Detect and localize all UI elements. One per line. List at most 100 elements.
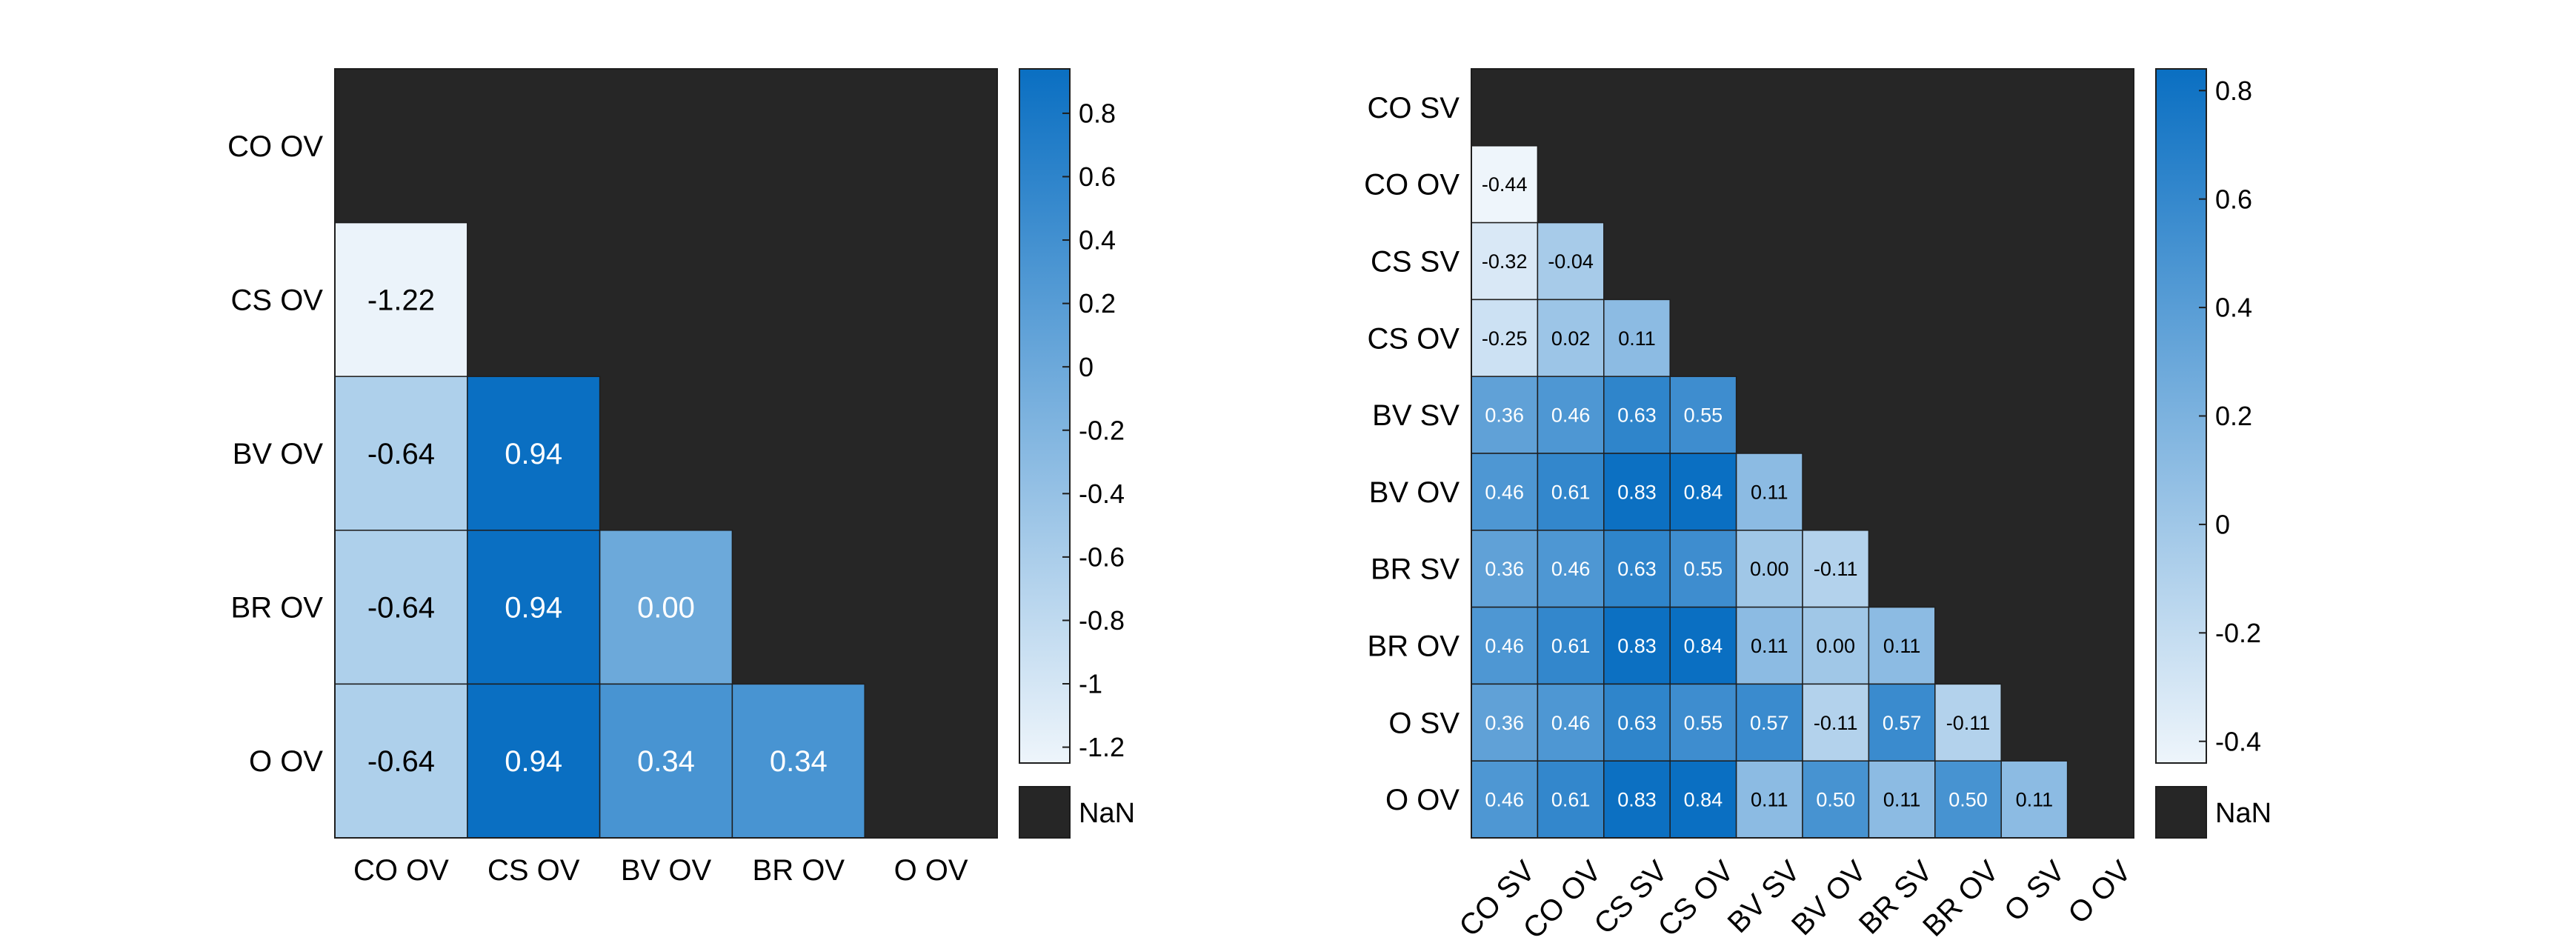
- heatmap-cell: [1802, 760, 1870, 839]
- colorbar-tick-label: 0.8: [1079, 98, 1116, 128]
- x-tick-label: BV OV: [621, 854, 712, 887]
- heatmap-cell: [334, 683, 468, 839]
- heatmap-cell: [1471, 606, 1539, 685]
- heatmap-cell: [1471, 760, 1539, 839]
- x-tick-label: O OV: [2062, 854, 2137, 930]
- colorbar-tick-label: 0.6: [2215, 184, 2252, 214]
- cell-value-label: 0.34: [637, 745, 695, 778]
- cell-value-label: 0.46: [1485, 635, 1524, 657]
- x-tick-label: CS OV: [1652, 854, 1740, 942]
- colorbar: [1019, 68, 1071, 764]
- heatmap-cell: [1603, 606, 1671, 685]
- cell-value-label: 0.94: [505, 745, 562, 778]
- cell-value-label: 0.46: [1551, 712, 1591, 734]
- heatmap-cell: [1537, 530, 1605, 608]
- heatmap-cell: [1669, 530, 1737, 608]
- heatmap-cell: [1537, 299, 1605, 377]
- nan-swatch: [1019, 786, 1071, 839]
- y-tick-label: BV OV: [1369, 476, 1460, 509]
- heatmap-cell: [1669, 376, 1737, 454]
- heatmap-left: -1.22 -0.64 0.94 -0.64 0.94 0.00 -0.64 0.94 0.34…: [227, 68, 1135, 887]
- cell-value-label: 0.11: [1618, 327, 1656, 350]
- heatmap-cell: [1802, 530, 1870, 608]
- cell-value-label: 0.00: [637, 592, 695, 624]
- cell-value-label: 0.50: [1816, 789, 1855, 811]
- cell-value-label: -0.44: [1482, 173, 1528, 196]
- heatmap-cell: [1735, 530, 1803, 608]
- nan-swatch: [2155, 786, 2207, 839]
- cell-value-label: 0.84: [1684, 789, 1723, 811]
- heatmap-cell: [1802, 683, 1870, 762]
- y-tick-label: O OV: [249, 745, 323, 778]
- colorbar-tick-label: -0.4: [1079, 479, 1125, 509]
- cell-value-label: 0.63: [1617, 558, 1657, 580]
- x-tick-label: BR OV: [753, 854, 845, 887]
- colorbar-tick-label: 0.8: [2215, 76, 2252, 106]
- colorbar: [2155, 68, 2207, 764]
- cell-value-label: 0.46: [1551, 558, 1591, 580]
- cell-value-label: 0.11: [1751, 789, 1788, 811]
- heatmap-cell: [1471, 453, 1539, 531]
- cell-value-label: -0.11: [1946, 712, 1991, 734]
- plot-border: [1471, 68, 2134, 839]
- cell-value-label: -0.64: [367, 592, 435, 624]
- cell-value-label: -0.11: [1814, 712, 1858, 734]
- cell-value-label: 0.46: [1485, 481, 1524, 503]
- heatmap-cell: [334, 376, 468, 531]
- cell-value-label: 0.83: [1617, 789, 1657, 811]
- heatmap-cell: [1603, 453, 1671, 531]
- colorbar-tick-label: -0.2: [2215, 618, 2261, 648]
- cell-value-label: 0.63: [1617, 712, 1657, 734]
- heatmap-cell: [1537, 606, 1605, 685]
- heatmap-cell: [467, 683, 601, 839]
- heatmap-cell: [1471, 530, 1539, 608]
- colorbar-tick-label: -0.6: [1079, 542, 1125, 572]
- colorbar-tick-label: -1: [1079, 669, 1102, 699]
- cell-value-label: 0.36: [1485, 712, 1524, 734]
- colorbar-tick-label: 0.2: [2215, 401, 2252, 431]
- y-tick-label: CS SV: [1371, 246, 1460, 279]
- colorbar-tick-label: 0.4: [1079, 225, 1116, 256]
- heatmap-cell: [1669, 453, 1737, 531]
- cell-value-label: 0.34: [770, 745, 828, 778]
- y-tick-label: CO SV: [1368, 92, 1460, 124]
- y-tick-label: BR OV: [1368, 630, 1460, 663]
- cell-value-label: 0.61: [1551, 635, 1591, 657]
- cell-value-label: 0.57: [1883, 712, 1922, 734]
- cell-value-label: 0.11: [1751, 481, 1788, 503]
- cell-value-label: 0.57: [1750, 712, 1789, 734]
- heatmap-right: -0.44 -0.32 -0.04 -0.25 0.02 0.11 0.36 0.46 0.63…: [1364, 68, 2272, 945]
- colorbar-tick-label: 0.2: [1079, 288, 1116, 319]
- heatmap-cell: [1537, 453, 1605, 531]
- colorbar-tick-label: -1.2: [1079, 732, 1125, 762]
- y-tick-label: CO OV: [227, 130, 323, 163]
- y-tick-label: O SV: [1388, 707, 1460, 739]
- y-tick-label: BV OV: [233, 438, 324, 470]
- cell-value-label: 0.84: [1684, 481, 1723, 503]
- y-tick-label: CO OV: [1364, 169, 1460, 201]
- colorbar-tick-label: -0.2: [1079, 415, 1125, 445]
- heatmap-cell: [1471, 299, 1539, 377]
- x-tick-label: CO OV: [353, 854, 449, 887]
- cell-value-label: 0.63: [1617, 404, 1657, 427]
- heatmap-cell: [1735, 453, 1803, 531]
- cell-value-label: 0.36: [1485, 558, 1524, 580]
- heatmap-cell: [599, 683, 733, 839]
- cell-value-label: 0.55: [1684, 712, 1723, 734]
- nan-label: NaN: [1079, 798, 1135, 829]
- heatmap-cell: [1537, 760, 1605, 839]
- heatmap-cell: [1934, 760, 2002, 839]
- heatmap-cell: [1603, 530, 1671, 608]
- cell-value-label: 0.02: [1551, 327, 1591, 350]
- colorbar-tick-label: -0.8: [1079, 605, 1125, 636]
- cell-value-label: -0.25: [1482, 327, 1528, 350]
- cell-value-label: 0.00: [1816, 635, 1855, 657]
- cell-value-label: 0.11: [1751, 635, 1788, 657]
- cell-value-label: -0.64: [367, 745, 435, 778]
- cell-value-label: 0.83: [1617, 481, 1657, 503]
- heatmap-cell: [334, 221, 468, 377]
- y-tick-label: CS OV: [231, 284, 324, 316]
- cell-value-label: 0.46: [1551, 404, 1591, 427]
- nan-label: NaN: [2215, 798, 2272, 829]
- x-tick-label: CS OV: [487, 854, 580, 887]
